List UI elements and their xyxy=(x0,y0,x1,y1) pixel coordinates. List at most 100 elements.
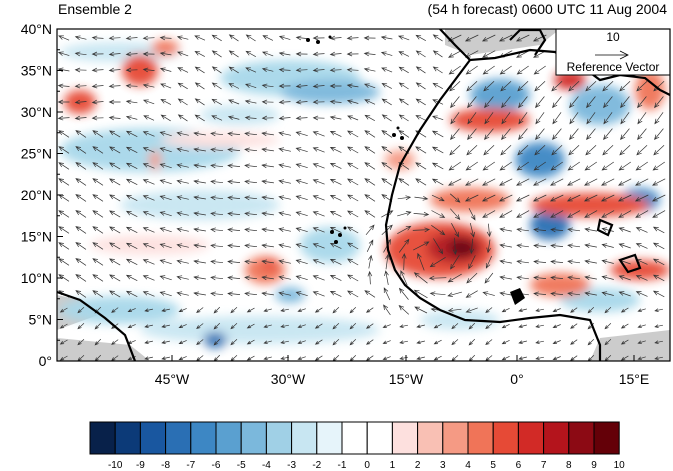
wind-arrow xyxy=(329,99,342,105)
wind-arrow xyxy=(651,194,666,202)
wind-arrow xyxy=(515,34,530,42)
wind-arrow xyxy=(584,227,597,232)
wind-arrow xyxy=(398,305,410,315)
wind-arrow xyxy=(159,67,172,72)
wind-arrow xyxy=(535,96,545,109)
wind-arrow xyxy=(58,242,70,250)
wind-arrow xyxy=(482,161,495,171)
wind-arrow xyxy=(295,115,308,121)
wind-arrow xyxy=(75,242,87,250)
wind-arrow xyxy=(620,307,629,313)
colorbar-swatch xyxy=(291,421,318,455)
wind-arrow xyxy=(108,99,121,105)
wind-arrow xyxy=(499,227,512,232)
wind-arrow xyxy=(465,65,478,75)
wind-arrow xyxy=(381,82,392,89)
wind-arrow xyxy=(329,115,342,121)
wind-arrow xyxy=(499,178,513,186)
wind-arrow xyxy=(230,307,238,314)
wind-arrow xyxy=(329,147,342,153)
wind-arrow xyxy=(211,98,222,106)
wind-arrow xyxy=(227,115,240,120)
wind-arrow xyxy=(194,82,205,90)
wind-arrow xyxy=(518,324,527,328)
wind-arrow xyxy=(601,161,614,171)
wind-arrow xyxy=(347,162,359,170)
wind-arrow xyxy=(125,242,138,250)
reference-vector-box: 10 Reference Vector xyxy=(555,29,670,76)
wind-arrow xyxy=(600,194,615,202)
wind-arrow xyxy=(244,83,257,89)
wind-arrow xyxy=(244,115,257,121)
wind-arrow xyxy=(533,178,547,186)
wind-arrow xyxy=(312,35,325,41)
wind-arrow xyxy=(57,115,70,121)
wind-arrow xyxy=(280,324,289,328)
wind-arrow xyxy=(468,322,476,330)
wind-arrow xyxy=(552,128,562,141)
wind-arrow xyxy=(467,128,477,141)
wind-arrow xyxy=(652,226,665,234)
wind-arrow xyxy=(634,194,649,202)
wind-arrow xyxy=(92,274,104,282)
colorbar-label: 6 xyxy=(516,460,522,471)
colorbar-swatch xyxy=(341,421,368,455)
wind-arrow xyxy=(58,35,70,41)
wind-arrow xyxy=(652,274,665,282)
wind-arrow xyxy=(91,99,104,105)
wind-arrow xyxy=(550,275,564,281)
wind-arrow xyxy=(535,324,544,328)
wind-arrow xyxy=(431,130,444,138)
wind-arrow xyxy=(194,98,205,106)
wind-arrow xyxy=(261,227,274,233)
wind-arrow xyxy=(125,67,138,73)
wind-arrow xyxy=(74,35,87,40)
wind-arrow xyxy=(603,112,613,125)
plot-title-right: (54 h forecast) 0600 UTC 11 Aug 2004 xyxy=(427,1,667,17)
wind-arrow xyxy=(127,324,136,328)
wind-arrow xyxy=(516,161,529,171)
wind-arrow xyxy=(415,115,427,121)
wind-arrow xyxy=(278,195,291,200)
wind-arrow xyxy=(194,50,205,57)
wind-arrow xyxy=(584,275,597,280)
wind-arrow xyxy=(415,82,426,90)
lat-tick-label: 5°N xyxy=(29,312,53,328)
wind-arrow xyxy=(382,356,391,360)
wind-arrow xyxy=(142,227,155,233)
wind-arrow xyxy=(194,35,206,41)
wind-arrow xyxy=(210,243,224,249)
wind-arrow xyxy=(551,144,563,156)
wind-arrow xyxy=(431,225,446,236)
wind-arrow xyxy=(484,112,494,125)
lon-tick-label: 15°W xyxy=(389,371,424,387)
wind-arrow xyxy=(448,65,461,75)
wind-arrow xyxy=(278,291,291,296)
wind-arrow xyxy=(516,210,530,218)
wind-arrow xyxy=(586,96,596,109)
wind-arrow xyxy=(618,210,632,218)
wind-arrow xyxy=(261,67,274,72)
wind-arrow xyxy=(244,131,258,137)
wind-arrow xyxy=(261,163,274,169)
wind-arrow xyxy=(125,35,138,41)
wind-arrow xyxy=(398,130,410,138)
wind-arrow xyxy=(364,210,376,218)
wind-arrow xyxy=(58,210,70,218)
wind-arrow xyxy=(193,291,206,297)
wind-arrow xyxy=(601,243,614,248)
wind-arrow xyxy=(482,65,495,75)
wind-arrow xyxy=(415,178,427,186)
wind-arrow xyxy=(261,147,274,153)
lon-tick-label: 15°E xyxy=(619,371,650,387)
wind-arrow xyxy=(159,35,172,41)
wind-arrow xyxy=(109,130,121,138)
islands xyxy=(306,35,525,305)
wind-arrow xyxy=(125,178,138,186)
colorbar-swatch xyxy=(442,421,469,455)
wind-arrow xyxy=(433,355,442,361)
wind-arrow xyxy=(125,115,138,120)
colorbar-swatch xyxy=(543,421,570,455)
wind-arrow xyxy=(227,275,241,281)
wind-arrow xyxy=(280,340,289,344)
